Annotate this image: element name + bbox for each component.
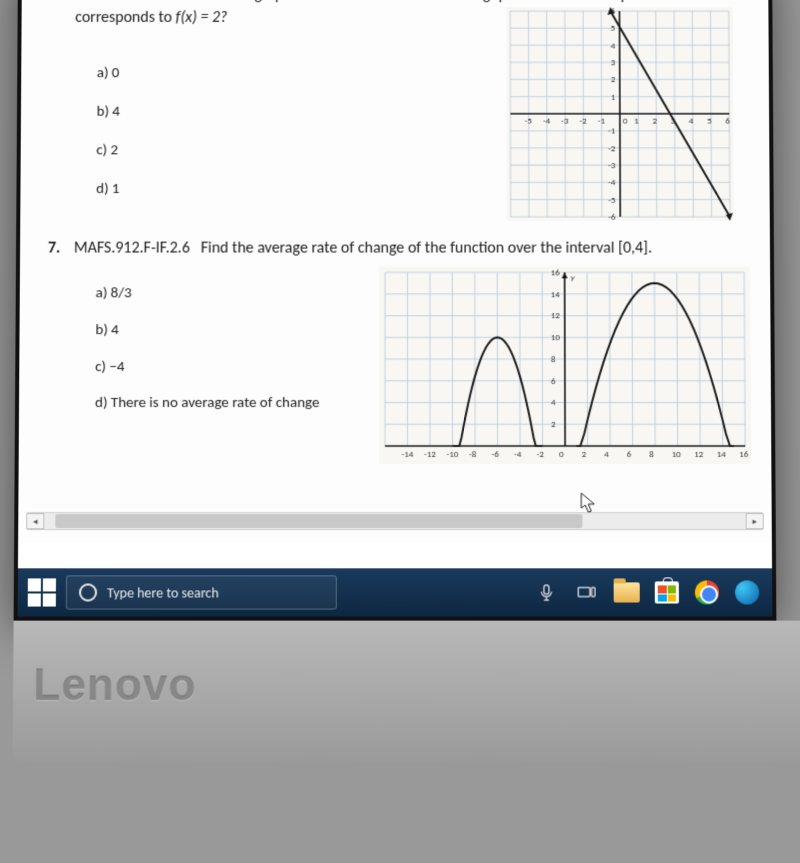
svg-text:2: 2 xyxy=(652,116,657,127)
svg-text:-2: -2 xyxy=(537,449,545,460)
question-7-header: 7. MAFS.912.F-IF.2.6 Find the average ra… xyxy=(48,239,742,258)
svg-text:4: 4 xyxy=(604,449,609,460)
svg-text:-5: -5 xyxy=(525,116,533,127)
svg-text:2: 2 xyxy=(551,419,556,430)
svg-text:-1: -1 xyxy=(608,126,616,137)
svg-text:0: 0 xyxy=(623,116,628,127)
question-7-graph: y -14 -12 -10 -8 -6 -4 -2 0 2 4 6 8 10 12 14 16 2 4 6 8 10 12 1… xyxy=(379,266,751,464)
horizontal-scrollbar[interactable]: ◂ ▸ xyxy=(26,512,764,530)
svg-text:12: 12 xyxy=(694,449,704,460)
search-placeholder: Type here to search xyxy=(107,584,219,601)
svg-text:-14: -14 xyxy=(402,449,414,460)
svg-text:5: 5 xyxy=(611,23,616,34)
svg-text:2: 2 xyxy=(582,449,587,460)
svg-text:12: 12 xyxy=(551,311,561,322)
question-text: MAFS.912.F-IF.1.1 Use the graph below to… xyxy=(75,0,688,4)
svg-text:y: y xyxy=(571,272,576,283)
svg-text:1: 1 xyxy=(611,92,616,103)
photo-frame: 6. MAFS.912.F-IF.1.1 Use the graph below… xyxy=(0,0,800,863)
svg-text:-3: -3 xyxy=(561,116,569,127)
chrome-icon[interactable] xyxy=(692,577,722,607)
svg-text:16: 16 xyxy=(551,267,561,278)
svg-text:6: 6 xyxy=(551,376,556,387)
svg-text:-12: -12 xyxy=(424,449,436,460)
laptop-screen: 6. MAFS.912.F-IF.1.1 Use the graph below… xyxy=(14,0,777,621)
edge-icon[interactable] xyxy=(732,577,762,607)
svg-text:-6: -6 xyxy=(608,212,616,221)
svg-text:4: 4 xyxy=(611,40,616,51)
svg-text:-1: -1 xyxy=(598,116,606,127)
svg-text:8: 8 xyxy=(649,449,654,460)
question-6: 6. MAFS.912.F-IF.1.1 Use the graph below… xyxy=(48,0,742,209)
svg-text:4: 4 xyxy=(689,116,694,127)
svg-text:-10: -10 xyxy=(447,449,459,460)
search-icon xyxy=(79,583,97,601)
svg-text:2: 2 xyxy=(611,74,616,85)
microsoft-store-icon[interactable] xyxy=(652,577,682,607)
svg-text:14: 14 xyxy=(717,449,727,460)
cortana-mic-icon[interactable] xyxy=(531,577,561,607)
scroll-thumb[interactable] xyxy=(55,514,582,528)
question-6-header: 6. MAFS.912.F-IF.1.1 Use the graph below… xyxy=(50,0,741,4)
svg-text:4: 4 xyxy=(551,397,556,408)
svg-text:6: 6 xyxy=(627,449,632,460)
question-text: MAFS.912.F-IF.2.6 Find the average rate … xyxy=(74,239,652,258)
task-view-icon[interactable] xyxy=(571,577,601,607)
file-explorer-icon[interactable] xyxy=(612,577,642,607)
svg-text:0: 0 xyxy=(559,449,564,460)
svg-text:14: 14 xyxy=(551,289,561,300)
question-6-graph: -5-4-3-2-10123456123456-1-2-3-4-5-6 xyxy=(506,7,734,221)
taskbar-search[interactable]: Type here to search xyxy=(66,575,337,609)
svg-text:8: 8 xyxy=(551,354,556,365)
svg-text:-2: -2 xyxy=(579,116,587,127)
svg-text:6: 6 xyxy=(725,116,730,127)
svg-text:-2: -2 xyxy=(608,143,616,154)
svg-text:10: 10 xyxy=(672,449,682,460)
svg-text:-5: -5 xyxy=(608,195,616,206)
windows-taskbar: Type here to search xyxy=(18,568,773,616)
mouse-cursor-icon xyxy=(580,492,596,514)
start-button[interactable] xyxy=(28,578,56,606)
svg-text:-6: -6 xyxy=(492,449,500,460)
svg-text:-3: -3 xyxy=(608,160,616,171)
svg-text:-4: -4 xyxy=(543,116,551,127)
svg-text:5: 5 xyxy=(707,116,712,127)
svg-text:-4: -4 xyxy=(608,177,616,188)
question-number: 6. xyxy=(50,0,76,4)
svg-text:-4: -4 xyxy=(514,449,522,460)
svg-text:-8: -8 xyxy=(469,449,477,460)
svg-text:1: 1 xyxy=(634,116,639,127)
svg-text:16: 16 xyxy=(739,449,749,460)
scroll-left-button[interactable]: ◂ xyxy=(26,513,44,529)
laptop-brand-label: Lenovo xyxy=(33,661,196,711)
svg-text:3: 3 xyxy=(611,57,616,68)
scroll-right-button[interactable]: ▸ xyxy=(746,513,764,529)
document-viewport: 6. MAFS.912.F-IF.1.1 Use the graph below… xyxy=(18,0,772,542)
svg-text:10: 10 xyxy=(551,332,561,343)
question-number: 7. xyxy=(48,239,74,258)
